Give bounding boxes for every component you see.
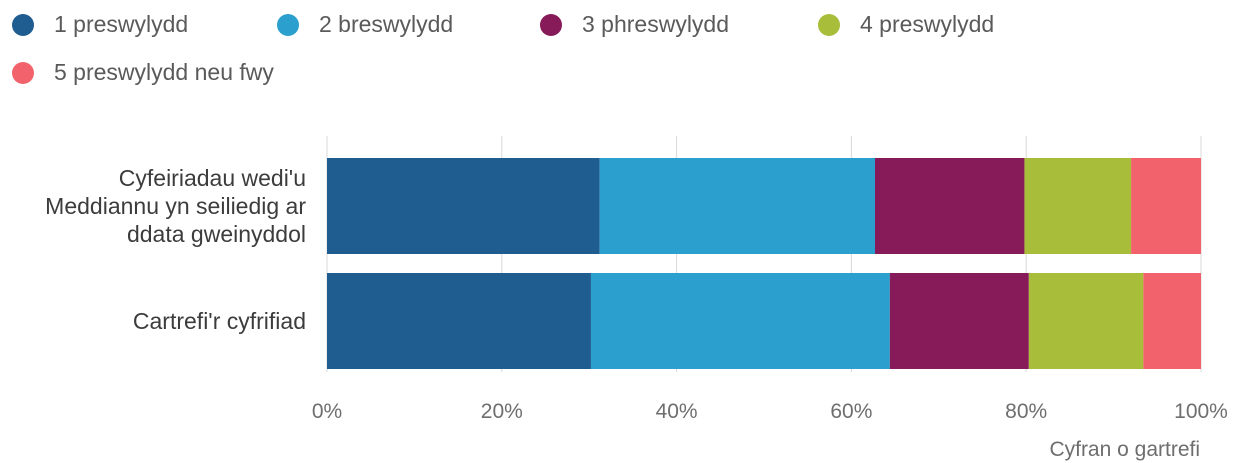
bars	[327, 158, 1201, 369]
x-axis-ticks: 0% 20% 40% 60% 80% 100%	[312, 400, 1228, 423]
bar-2-breswylydd-row1	[599, 158, 875, 254]
x-tick-label: 0%	[312, 400, 342, 423]
bar-4-preswylydd-row2	[1028, 273, 1144, 369]
legend-swatch	[540, 13, 562, 36]
bar-1-preswylydd-row1	[327, 158, 600, 254]
legend-item-2-breswylydd: 2 breswylydd	[277, 11, 453, 38]
x-tick-label: 20%	[481, 400, 523, 423]
legend-label: 2 breswylydd	[319, 11, 454, 37]
legend-swatch	[12, 13, 34, 36]
x-tick-label: 80%	[1005, 400, 1047, 423]
legend-item-3-phreswylydd: 3 phreswylydd	[540, 11, 729, 38]
category-labels: Cyfeiriadau wedi'u Meddiannu yn seiliedig…	[45, 165, 306, 334]
legend-item-1-preswylydd: 1 preswylydd	[12, 11, 188, 38]
bar-5-preswylydd-neu-fwy-row1	[1131, 158, 1201, 254]
x-tick-label: 100%	[1174, 400, 1228, 423]
legend-label: 3 phreswylydd	[582, 11, 730, 37]
category-label: Cartrefi'r cyfrifiad	[133, 308, 306, 334]
x-axis-title: Cyfran o gartrefi	[1049, 438, 1200, 461]
bar-2-breswylydd-row2	[590, 273, 890, 369]
x-tick-label: 40%	[656, 400, 698, 423]
bar-4-preswylydd-row1	[1024, 158, 1132, 254]
legend-item-4-preswylydd: 4 preswylydd	[818, 11, 994, 38]
legend-item-5-preswylydd-neu-fwy: 5 preswylydd neu fwy	[12, 59, 274, 86]
legend-swatch	[818, 13, 840, 36]
bar-5-preswylydd-neu-fwy-row2	[1143, 273, 1201, 369]
legend-label: 5 preswylydd neu fwy	[54, 59, 274, 85]
bar-3-phreswylydd-row2	[889, 273, 1029, 369]
legend-label: 1 preswylydd	[54, 11, 189, 37]
x-tick-label: 60%	[830, 400, 872, 423]
chart-legend: 1 preswylydd 2 breswylydd 3 phreswylydd 4 p…	[0, 0, 1236, 100]
legend-swatch	[12, 61, 34, 84]
category-label: Cyfeiriadau wedi'u Meddiannu yn seiliedig…	[45, 165, 306, 247]
legend-label: 4 preswylydd	[860, 11, 995, 37]
legend-swatch	[277, 13, 299, 36]
bar-3-phreswylydd-row1	[874, 158, 1025, 254]
bar-1-preswylydd-row2	[327, 273, 591, 369]
